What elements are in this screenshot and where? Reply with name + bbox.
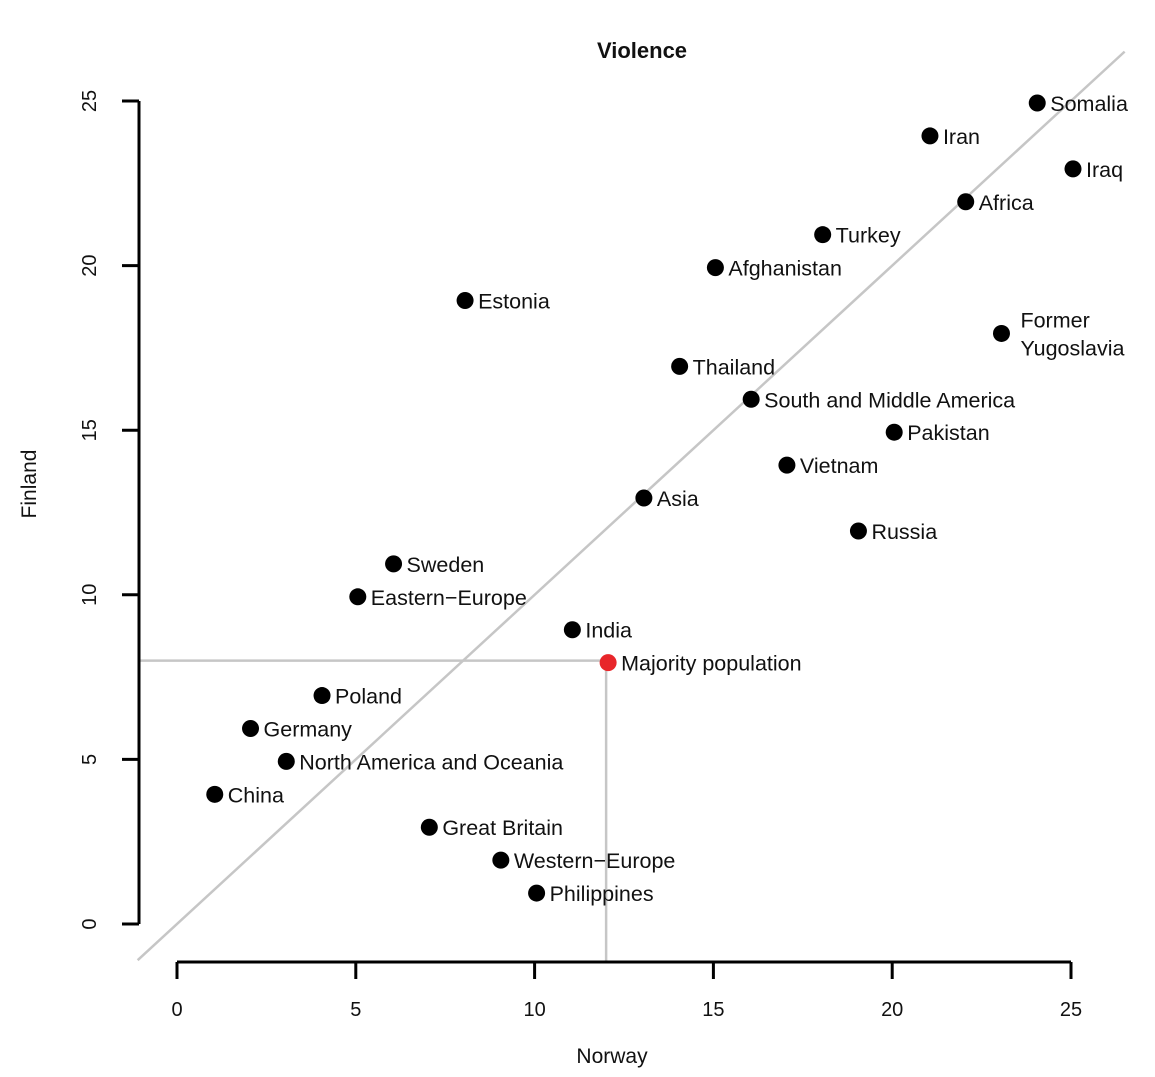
- data-point-western-europe: [492, 851, 510, 869]
- data-point-russia: [849, 522, 867, 540]
- data-points: [206, 94, 1082, 902]
- x-tick-label: 25: [1060, 999, 1082, 1021]
- data-point-africa: [957, 193, 975, 211]
- data-point-thailand: [671, 357, 689, 375]
- data-label-iraq: Iraq: [1086, 158, 1123, 182]
- data-label-eastern-europe: Eastern−Europe: [371, 586, 527, 610]
- data-label-thailand: Thailand: [693, 355, 775, 379]
- x-axis-label: Norway: [576, 1045, 648, 1068]
- data-label-south-and-middle-america: South and Middle America: [764, 388, 1015, 412]
- data-label-iran: Iran: [943, 125, 980, 149]
- y-tick-label: 5: [79, 754, 101, 765]
- data-point-somalia: [1028, 94, 1046, 112]
- data-label-russia: Russia: [871, 520, 937, 544]
- y-axis-label: Finland: [18, 450, 41, 519]
- data-point-iran: [921, 127, 939, 145]
- data-point-pakistan: [885, 423, 903, 441]
- data-point-eastern-europe: [349, 588, 367, 606]
- data-point-sweden: [385, 555, 403, 573]
- data-label-former-yugoslavia: Former Yugoslavia: [1020, 308, 1124, 360]
- data-label-afghanistan: Afghanistan: [728, 257, 842, 281]
- data-point-turkey: [814, 226, 832, 244]
- x-tick-label: 5: [350, 999, 361, 1021]
- data-point-asia: [635, 489, 653, 507]
- data-point-great-britain: [420, 818, 438, 836]
- y-tick-label: 0: [79, 918, 101, 929]
- data-label-sweden: Sweden: [407, 553, 485, 577]
- data-point-poland: [313, 687, 331, 705]
- data-point-vietnam: [778, 456, 796, 474]
- data-label-germany: Germany: [264, 717, 353, 741]
- data-point-afghanistan: [706, 259, 724, 277]
- data-point-india: [563, 621, 581, 639]
- y-tick-label: 15: [79, 419, 101, 441]
- y-axis-ticks: 0 5 10 15 20 25: [79, 90, 139, 930]
- data-point-former-yugoslavia: [992, 324, 1010, 342]
- chart-title: Violence: [597, 38, 687, 63]
- data-point-philippines: [528, 884, 546, 902]
- data-label-somalia: Somalia: [1050, 92, 1128, 116]
- data-label-africa: Africa: [979, 191, 1034, 215]
- data-point-iraq: [1064, 160, 1082, 178]
- y-tick-label: 25: [79, 90, 101, 112]
- data-label-estonia: Estonia: [478, 290, 550, 314]
- data-label-poland: Poland: [335, 685, 402, 709]
- data-point-north-america-and-oceania: [277, 752, 295, 770]
- x-tick-label: 10: [523, 999, 545, 1021]
- data-point-highlight: [599, 654, 617, 672]
- reference-line-y-equals-x: [136, 50, 1126, 962]
- data-point-china: [206, 785, 224, 803]
- data-label-north-america-and-oceania: North America and Oceania: [299, 750, 563, 774]
- data-label-philippines: Philippines: [550, 882, 654, 906]
- data-point-south-and-middle-america: [742, 390, 760, 408]
- data-label-china: China: [228, 783, 284, 807]
- x-tick-label: 0: [171, 999, 182, 1021]
- data-label-great-britain: Great Britain: [442, 816, 563, 840]
- data-point-estonia: [456, 292, 474, 310]
- data-label-vietnam: Vietnam: [800, 454, 878, 478]
- data-label-majority-population: Majority population: [621, 652, 801, 676]
- guide-layer: [136, 50, 1126, 962]
- data-point-germany: [242, 719, 260, 737]
- data-label-india: India: [585, 619, 632, 643]
- y-tick-label: 20: [79, 254, 101, 276]
- data-label-western-europe: Western−Europe: [514, 849, 676, 873]
- x-axis-ticks: 0 5 10 15 20 25: [171, 962, 1082, 1021]
- data-label-asia: Asia: [657, 487, 699, 511]
- data-label-turkey: Turkey: [836, 224, 901, 248]
- data-labels: Somalia Iran Iraq Africa Turkey Afghanistan Es…: [228, 92, 1128, 906]
- data-label-pakistan: Pakistan: [907, 421, 989, 445]
- x-tick-label: 20: [881, 999, 903, 1021]
- y-tick-label: 10: [79, 584, 101, 606]
- x-tick-label: 15: [702, 999, 724, 1021]
